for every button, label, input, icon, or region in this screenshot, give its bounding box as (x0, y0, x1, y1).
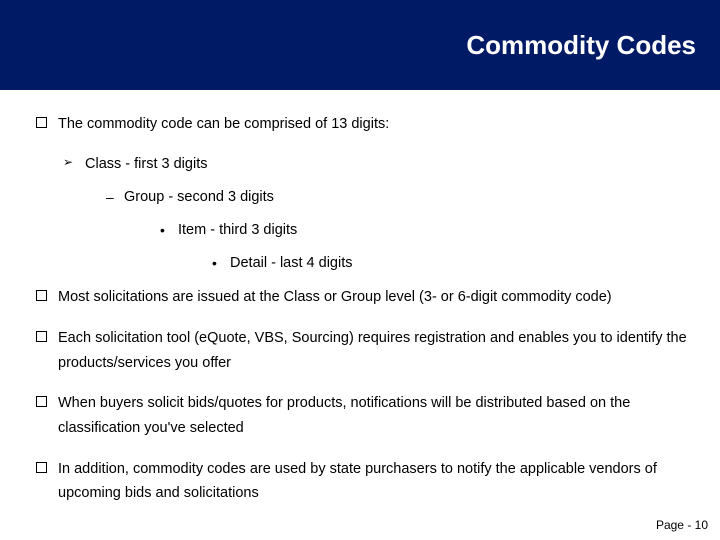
bullet-level-0: In addition, commodity codes are used by… (30, 457, 690, 506)
bullet-level-0: Most solicitations are issued at the Cla… (30, 285, 690, 310)
slide-header: Commodity Codes (0, 0, 720, 90)
bullet-level-0: The commodity code can be comprised of 1… (30, 112, 690, 137)
bullet-level-1: Class - first 3 digits (30, 153, 690, 176)
slide-title: Commodity Codes (466, 30, 696, 61)
bullet-level-4: Detail - last 4 digits (30, 252, 690, 275)
bullet-level-0: Each solicitation tool (eQuote, VBS, Sou… (30, 326, 690, 375)
page-number: Page - 10 (656, 518, 708, 532)
bullet-level-3: Item - third 3 digits (30, 219, 690, 242)
bullet-level-0: When buyers solicit bids/quotes for prod… (30, 391, 690, 440)
bullet-level-2: Group - second 3 digits (30, 186, 690, 209)
slide-content: The commodity code can be comprised of 1… (0, 90, 720, 506)
